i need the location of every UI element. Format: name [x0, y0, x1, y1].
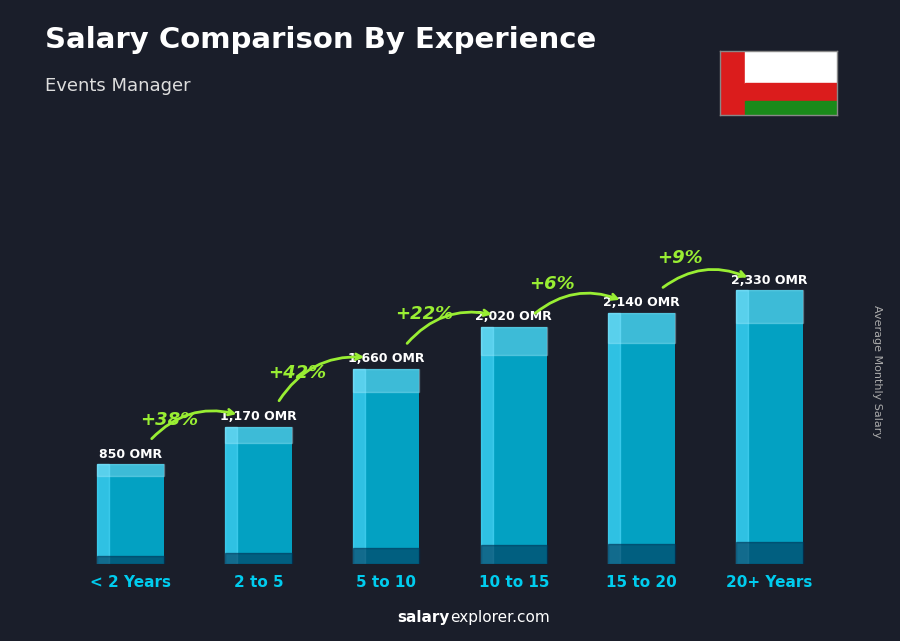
Text: 1,170 OMR: 1,170 OMR [220, 410, 297, 423]
Polygon shape [225, 553, 292, 564]
Polygon shape [353, 549, 419, 564]
Polygon shape [97, 556, 164, 564]
Bar [745, 101, 837, 115]
Polygon shape [97, 464, 164, 476]
Text: salary: salary [398, 610, 450, 625]
Polygon shape [97, 464, 110, 564]
Bar [736, 290, 803, 564]
Bar [608, 313, 675, 564]
Bar [97, 464, 164, 564]
Text: 2,020 OMR: 2,020 OMR [475, 310, 553, 323]
Bar [481, 327, 547, 564]
Polygon shape [736, 290, 748, 564]
Polygon shape [481, 545, 547, 564]
Polygon shape [481, 327, 492, 564]
Bar [353, 369, 419, 564]
Text: 2,330 OMR: 2,330 OMR [731, 274, 807, 287]
Polygon shape [608, 313, 620, 564]
Text: +42%: +42% [267, 364, 326, 382]
Polygon shape [353, 369, 419, 392]
Text: Salary Comparison By Experience: Salary Comparison By Experience [45, 26, 596, 54]
Bar [745, 83, 837, 101]
Text: 2,140 OMR: 2,140 OMR [603, 296, 680, 309]
Text: +38%: +38% [140, 411, 198, 429]
Text: 1,660 OMR: 1,660 OMR [348, 353, 425, 365]
Text: 850 OMR: 850 OMR [99, 447, 162, 461]
Text: +6%: +6% [529, 274, 575, 292]
Text: Events Manager: Events Manager [45, 77, 191, 95]
Polygon shape [736, 290, 803, 323]
Bar [745, 51, 837, 83]
Polygon shape [225, 427, 292, 443]
Polygon shape [225, 427, 237, 564]
Polygon shape [736, 542, 803, 564]
Text: explorer.com: explorer.com [450, 610, 550, 625]
Polygon shape [481, 327, 547, 355]
Text: Average Monthly Salary: Average Monthly Salary [872, 305, 883, 438]
Text: +22%: +22% [395, 305, 454, 323]
Bar [225, 427, 292, 564]
Bar [720, 51, 745, 115]
Polygon shape [353, 369, 364, 564]
Polygon shape [608, 544, 675, 564]
Polygon shape [608, 313, 675, 343]
Text: +9%: +9% [657, 249, 703, 267]
